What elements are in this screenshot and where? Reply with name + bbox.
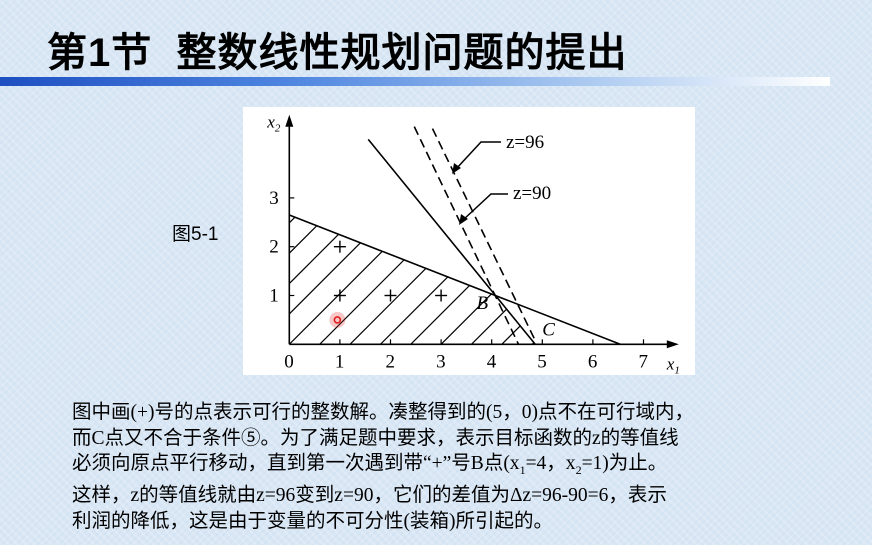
objective-line-z=96: [431, 128, 535, 339]
paragraph-line: 必须向原点平行移动，直到第一次遇到带“+”号B点(x1=4，x2=1)为止。: [72, 451, 862, 483]
explanation-paragraph: 图中画(+)号的点表示可行的整数解。凑整得到的(5，0)点不在可行域内， 而C点…: [72, 400, 862, 534]
hatch-line: [289, 214, 430, 345]
x-tick-label: 4: [487, 351, 497, 372]
hatch-line: [684, 144, 695, 344]
x-tick-label: 5: [537, 351, 547, 372]
cursor-highlight: [329, 311, 346, 328]
hatch-line: [623, 144, 695, 344]
subscript: 1: [519, 462, 526, 477]
hatch-line: [593, 144, 695, 344]
constraint-line: [289, 214, 621, 346]
hatch-line: [289, 214, 399, 345]
point-label-C: C: [542, 320, 555, 341]
hatch-line: [563, 144, 695, 344]
x-tick-label: 0: [284, 351, 294, 372]
feasible-region-hatch: [243, 144, 695, 345]
y-tick-label: 2: [269, 237, 279, 258]
y-tick-label: 3: [269, 188, 279, 209]
y-tick-label: 1: [269, 286, 279, 307]
x-axis-label: x1: [666, 354, 680, 375]
x-axis-arrow-icon: [666, 340, 679, 349]
hatch-line: [471, 214, 536, 345]
z96-arrow-icon: [452, 163, 461, 174]
hatch-line: [243, 144, 246, 344]
title-underline-bar: [0, 77, 830, 86]
figure-diagram: 0 1 2 3 4 5 6 7 1 2 3 x1 x2 z=96 z=90 B C: [243, 107, 695, 375]
paragraph-line: 而C点又不合于条件⑤。为了满足题中要求，表示目标函数的z的等值线: [72, 427, 679, 449]
x-tick-label: 3: [436, 351, 446, 372]
subscript: 2: [575, 462, 582, 477]
z90-arrow-icon: [459, 214, 468, 225]
z96-leader-line: [455, 141, 501, 170]
point-label-B: B: [477, 293, 489, 314]
hatch-line: [501, 214, 536, 345]
hatch-line: [654, 144, 695, 344]
hatch-line: [440, 214, 536, 345]
y-axis-arrow-icon: [285, 114, 294, 127]
text-segment: =4，x: [525, 453, 576, 474]
lp-graph: 0 1 2 3 4 5 6 7 1 2 3 x1 x2 z=96 z=90 B C: [243, 113, 695, 375]
slide-title: 第1节 整数线性规划问题的提出: [47, 31, 628, 75]
hatch-line: [531, 214, 536, 345]
hatch-line: [289, 214, 338, 345]
z90-label: z=90: [513, 183, 551, 204]
z96-label: z=96: [506, 132, 544, 153]
paragraph-line: 这样，z的等值线就由z=96变到z=90，它们的差值为Δz=96-90=6，表示: [72, 485, 667, 507]
hatch-line: [289, 214, 490, 345]
z90-leader-line: [462, 193, 508, 221]
paragraph-line: 图中画(+)号的点表示可行的整数解。凑整得到的(5，0)点不在可行域内，: [72, 402, 694, 423]
hatch-line: [319, 214, 521, 345]
y-axis-label: x2: [266, 113, 281, 135]
hatch-line: [349, 214, 536, 345]
constraint-line: [367, 138, 536, 345]
text-segment: 必须向原点平行移动，直到第一次遇到带“+”号B点(x: [72, 453, 520, 474]
paragraph-line: 利润的降低，这是由于变量的不可分性(装箱)所引起的。: [72, 510, 553, 532]
x-tick-label: 7: [639, 351, 649, 372]
cursor-marker-icon: [333, 316, 342, 324]
figure-label: 图5-1: [172, 224, 219, 245]
x-tick-label: 2: [386, 351, 396, 372]
x-tick-label: 1: [335, 351, 345, 372]
hatch-line: [289, 214, 460, 345]
hatch-line: [379, 214, 536, 345]
text-segment: =1)为止。: [581, 453, 668, 474]
objective-line-z=90: [413, 126, 520, 345]
x-tick-label: 6: [588, 351, 598, 372]
